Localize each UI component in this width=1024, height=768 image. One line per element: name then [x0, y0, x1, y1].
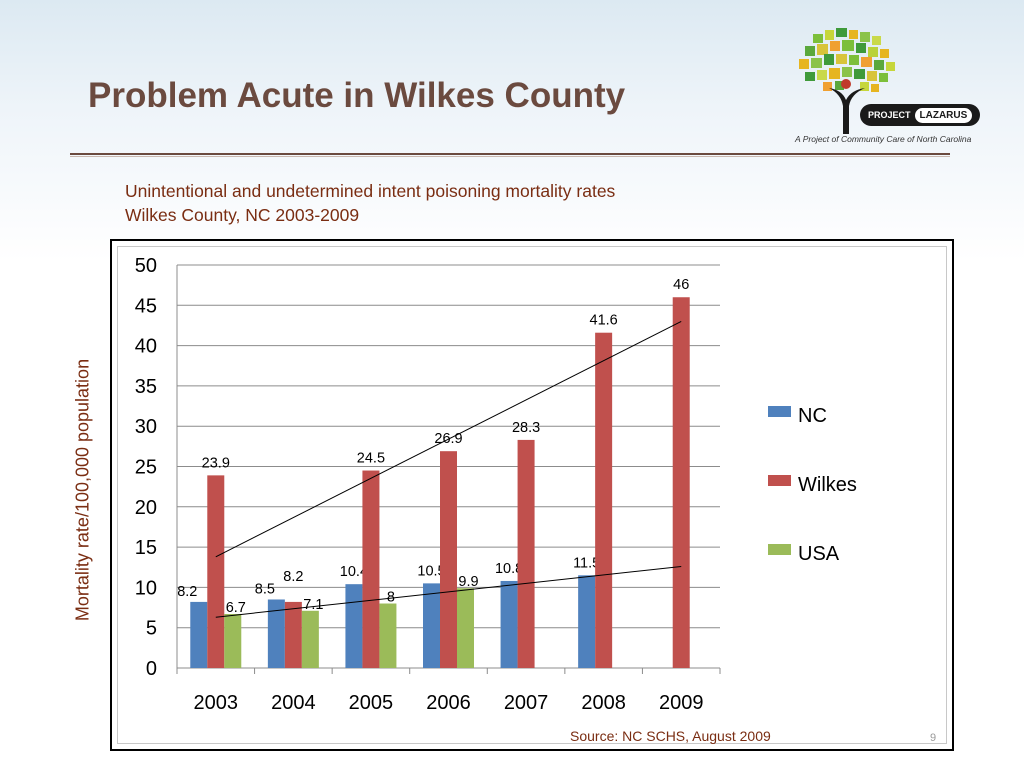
data-label: 46: [673, 277, 689, 293]
badge-prefix: PROJECT: [868, 110, 911, 120]
data-label: 11.5: [573, 555, 600, 571]
data-label: 10.5: [417, 563, 445, 579]
data-label: 8: [387, 590, 395, 606]
x-tick-label: 2009: [659, 692, 704, 714]
trendline-nc: [215, 565, 682, 618]
x-tick-label: 2003: [194, 692, 239, 714]
data-label: 28.3: [512, 420, 540, 436]
x-tick-label: 2008: [581, 692, 626, 714]
legend-swatch-wilkes: [768, 475, 791, 486]
y-tick-label: 35: [135, 376, 157, 398]
bar-wilkes: [207, 475, 225, 668]
y-tick-label: 25: [135, 457, 157, 479]
chart-subtitle: Unintentional and undetermined intent po…: [125, 179, 615, 227]
y-tick-label: 15: [135, 537, 157, 559]
subtitle-line-1: Unintentional and undetermined intent po…: [125, 181, 616, 201]
subtitle-line-2: Wilkes County, NC 2003-2009: [125, 205, 360, 225]
data-label: 7.1: [303, 597, 323, 613]
data-label: 9.9: [458, 574, 478, 590]
data-label: 8.2: [177, 584, 197, 600]
bar-wilkes: [672, 297, 690, 668]
page-number: 9: [930, 732, 937, 744]
bar-wilkes: [362, 470, 380, 668]
data-label: 24.5: [357, 451, 385, 467]
x-tick-label: 2005: [349, 692, 394, 714]
tree-logo-icon: [799, 28, 895, 134]
bar-usa: [224, 613, 242, 668]
legend-label-nc: NC: [798, 405, 827, 427]
bar-nc: [578, 575, 596, 668]
bar-wilkes: [595, 332, 613, 668]
bar-nc: [345, 584, 363, 668]
y-tick-label: 45: [135, 295, 157, 317]
slide-title: Problem Acute in Wilkes County: [88, 76, 626, 115]
bar-usa: [301, 610, 319, 668]
trendline-wilkes: [215, 320, 682, 558]
data-label: 10.8: [495, 561, 523, 577]
project-lazarus-logo: [785, 24, 955, 149]
legend-label-wilkes: Wilkes: [798, 474, 857, 496]
data-label: 8.2: [283, 569, 303, 585]
bar-wilkes: [284, 601, 302, 668]
y-tick-label: 30: [135, 416, 157, 438]
bar-wilkes: [517, 439, 535, 668]
bar-nc: [500, 580, 518, 668]
y-tick-label: 5: [146, 618, 157, 640]
legend-swatch-nc: [768, 406, 791, 417]
y-tick-label: 10: [135, 577, 157, 599]
y-tick-label: 20: [135, 497, 157, 519]
x-tick-label: 2004: [271, 692, 316, 714]
legend-swatch-usa: [768, 544, 791, 555]
x-tick-label: 2007: [504, 692, 549, 714]
data-label: 6.7: [226, 600, 246, 616]
y-tick-label: 40: [135, 336, 157, 358]
bar-wilkes: [440, 451, 457, 668]
y-tick-label: 50: [135, 255, 157, 277]
data-label: 10.4: [340, 564, 368, 580]
data-label: 8.5: [255, 581, 275, 597]
bar-nc: [423, 583, 440, 668]
legend-label-usa: USA: [798, 543, 840, 565]
y-tick-label: 0: [146, 658, 157, 680]
bar-usa: [457, 588, 474, 668]
title-divider: [70, 153, 950, 155]
bar-nc: [267, 599, 285, 668]
chart-plot-border: [117, 246, 947, 744]
title-divider-shadow: [70, 156, 950, 157]
logo-caption: A Project of Community Care of North Car…: [795, 134, 972, 144]
bar-nc: [190, 601, 208, 668]
project-lazarus-badge: PROJECT LAZARUS: [860, 104, 981, 126]
bar-usa: [379, 603, 397, 668]
data-label: 41.6: [590, 313, 618, 329]
data-label: 23.9: [202, 455, 230, 471]
badge-name: LAZARUS: [914, 107, 973, 123]
source-note: Source: NC SCHS, August 2009: [570, 728, 771, 744]
x-tick-label: 2006: [426, 692, 471, 714]
